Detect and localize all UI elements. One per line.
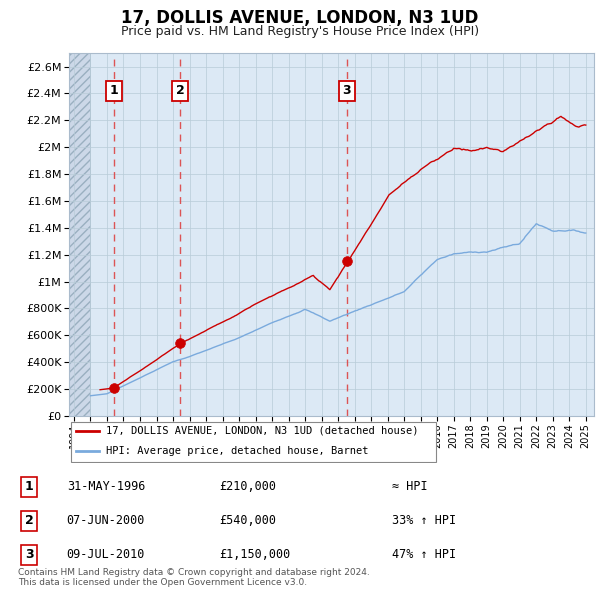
Text: 09-JUL-2010: 09-JUL-2010 bbox=[67, 548, 145, 561]
Bar bbox=[69, 53, 91, 416]
Text: 17, DOLLIS AVENUE, LONDON, N3 1UD (detached house): 17, DOLLIS AVENUE, LONDON, N3 1UD (detac… bbox=[106, 426, 418, 436]
Text: 17, DOLLIS AVENUE, LONDON, N3 1UD: 17, DOLLIS AVENUE, LONDON, N3 1UD bbox=[121, 9, 479, 27]
Text: 2: 2 bbox=[25, 514, 34, 527]
Text: ≈ HPI: ≈ HPI bbox=[392, 480, 428, 493]
Text: 33% ↑ HPI: 33% ↑ HPI bbox=[392, 514, 456, 527]
Text: £540,000: £540,000 bbox=[220, 514, 277, 527]
Text: HPI: Average price, detached house, Barnet: HPI: Average price, detached house, Barn… bbox=[106, 446, 368, 456]
Text: Contains HM Land Registry data © Crown copyright and database right 2024.
This d: Contains HM Land Registry data © Crown c… bbox=[18, 568, 370, 587]
Text: 47% ↑ HPI: 47% ↑ HPI bbox=[392, 548, 456, 561]
FancyBboxPatch shape bbox=[71, 422, 436, 462]
Text: £210,000: £210,000 bbox=[220, 480, 277, 493]
Bar bbox=[69, 53, 91, 416]
Text: 1: 1 bbox=[110, 84, 118, 97]
Text: Price paid vs. HM Land Registry's House Price Index (HPI): Price paid vs. HM Land Registry's House … bbox=[121, 25, 479, 38]
Text: 3: 3 bbox=[343, 84, 351, 97]
Text: 3: 3 bbox=[25, 548, 34, 561]
Text: 1: 1 bbox=[25, 480, 34, 493]
Text: 2: 2 bbox=[176, 84, 185, 97]
Text: £1,150,000: £1,150,000 bbox=[220, 548, 290, 561]
Text: 07-JUN-2000: 07-JUN-2000 bbox=[67, 514, 145, 527]
Text: 31-MAY-1996: 31-MAY-1996 bbox=[67, 480, 145, 493]
